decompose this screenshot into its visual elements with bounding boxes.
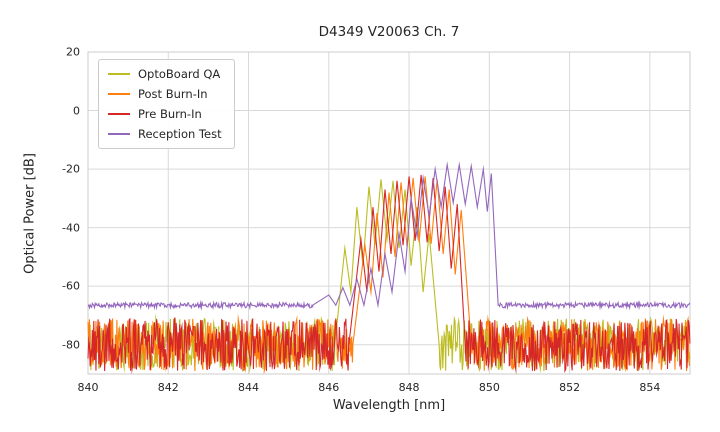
legend-line-swatch — [108, 93, 130, 95]
legend-line-swatch — [108, 73, 130, 75]
y-tick-label: 20 — [66, 45, 80, 59]
legend-label: OptoBoard QA — [138, 67, 221, 81]
x-tick-label: 846 — [318, 381, 340, 394]
chart-title: D4349 V20063 Ch. 7 — [318, 24, 460, 40]
x-tick-label: 854 — [639, 381, 661, 394]
legend-label: Pre Burn-In — [138, 107, 202, 121]
x-tick-label: 848 — [398, 381, 420, 394]
legend-item: Reception Test — [108, 127, 222, 141]
legend-item: OptoBoard QA — [108, 67, 222, 81]
legend-line-swatch — [108, 133, 130, 135]
legend: OptoBoard QA Post Burn-In Pre Burn-In Re… — [98, 59, 235, 149]
legend-label: Post Burn-In — [138, 87, 208, 101]
y-tick-label: 0 — [73, 104, 80, 118]
x-tick-label: 840 — [77, 381, 99, 394]
y-tick-label: -80 — [62, 338, 80, 352]
x-tick-label: 844 — [238, 381, 260, 394]
y-tick-label: -60 — [62, 279, 80, 293]
y-tick-label: -40 — [62, 221, 80, 235]
x-axis-label: Wavelength [nm] — [332, 398, 446, 413]
legend-line-swatch — [108, 113, 130, 115]
legend-label: Reception Test — [138, 127, 222, 141]
x-tick-label: 852 — [559, 381, 581, 394]
y-axis-label: Optical Power [dB] — [22, 153, 38, 274]
y-tick-label: -20 — [62, 162, 80, 176]
x-tick-label: 850 — [478, 381, 500, 394]
legend-item: Pre Burn-In — [108, 107, 222, 121]
x-tick-label: 842 — [157, 381, 179, 394]
legend-item: Post Burn-In — [108, 87, 222, 101]
